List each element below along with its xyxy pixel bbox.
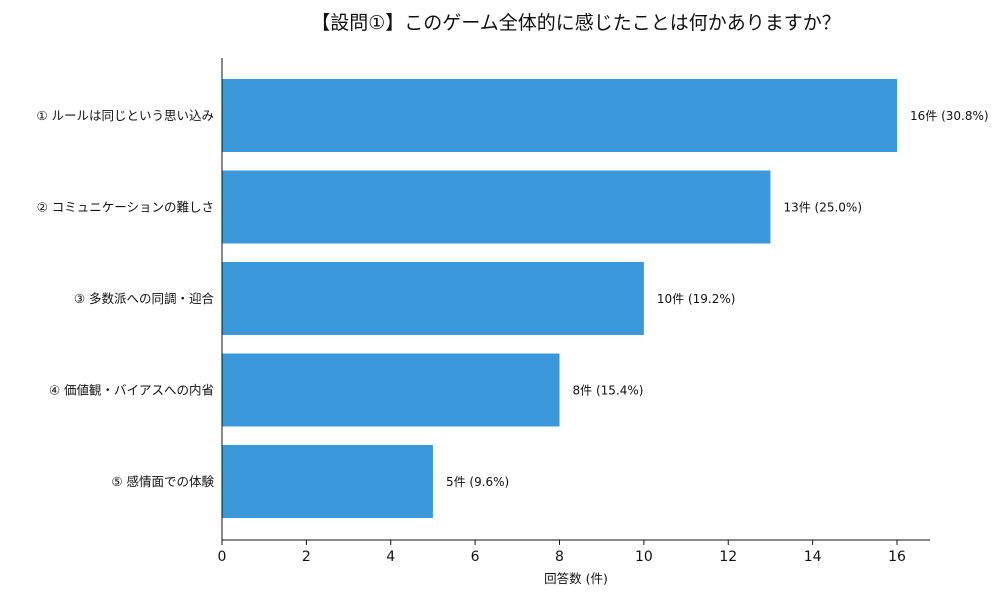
category-label-4: ④ 価値観・バイアスへの内省	[49, 383, 214, 398]
data-label-5: 5件 (9.6%)	[446, 475, 509, 489]
category-label-5: ⑤ 感情面での体験	[111, 474, 214, 489]
x-tick-label-6: 6	[471, 549, 480, 565]
x-tick-label-2: 2	[302, 549, 311, 565]
bar-4	[222, 353, 560, 427]
data-label-3: 10件 (19.2%)	[657, 292, 736, 306]
data-label-1: 16件 (30.8%)	[910, 109, 989, 123]
data-label-4: 8件 (15.4%)	[573, 384, 644, 398]
bar-1	[222, 79, 897, 152]
chart-title: 【設問①】このゲーム全体的に感じたことは何かありますか？	[311, 12, 840, 34]
x-tick-label-0: 0	[218, 549, 227, 565]
x-tick-label-4: 4	[386, 549, 395, 565]
bar-3	[222, 262, 644, 335]
category-label-2: ② コミュニケーションの難しさ	[37, 200, 214, 215]
x-tick-label-8: 8	[555, 549, 564, 565]
x-tick-label-16: 16	[888, 549, 906, 565]
x-tick-label-12: 12	[719, 549, 737, 565]
x-axis-label: 回答数 (件)	[544, 571, 608, 586]
bar-2	[222, 170, 771, 244]
bar-5	[222, 445, 433, 518]
x-tick-label-10: 10	[635, 549, 653, 565]
category-label-1: ① ルールは同じという思い込み	[36, 108, 214, 123]
category-label-3: ③ 多数派への同調・迎合	[74, 291, 215, 306]
x-tick-label-14: 14	[804, 549, 822, 565]
data-label-2: 13件 (25.0%)	[783, 201, 862, 215]
